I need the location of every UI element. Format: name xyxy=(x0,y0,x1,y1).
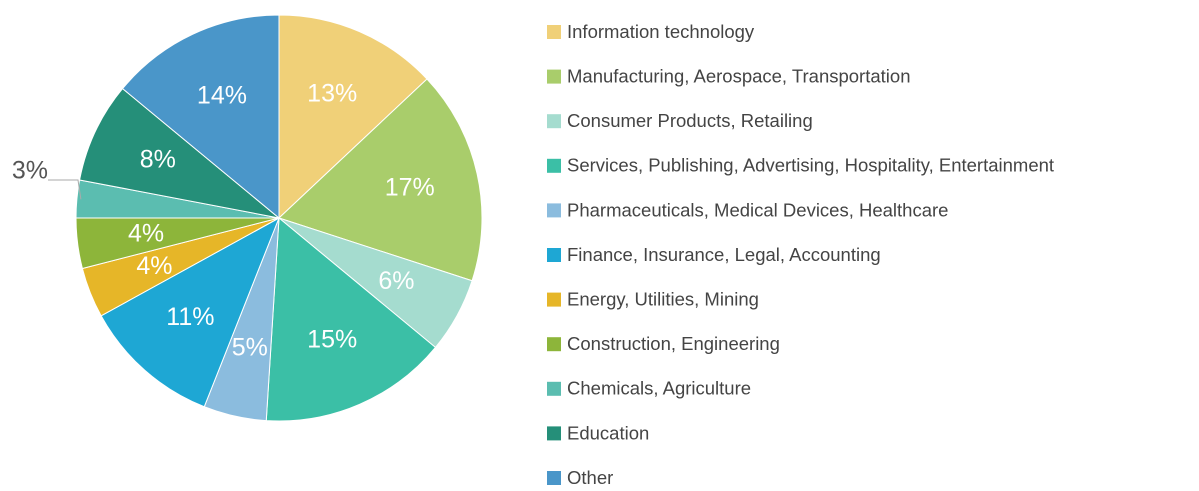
legend-label: Construction, Engineering xyxy=(567,333,780,354)
legend-swatch xyxy=(547,158,561,173)
data-label: 14% xyxy=(197,81,247,109)
pie-slice xyxy=(265,216,437,422)
legend-label: Information technology xyxy=(567,21,755,42)
legend-swatch xyxy=(547,337,561,352)
data-label: 13% xyxy=(307,80,357,108)
legend-swatch xyxy=(547,292,561,307)
legend-label: Energy, Utilities, Mining xyxy=(567,288,759,309)
legend-swatch xyxy=(547,203,561,218)
data-label: 17% xyxy=(385,173,435,201)
legend-swatch xyxy=(547,381,561,396)
legend-label: Other xyxy=(567,467,613,488)
legend-swatch xyxy=(547,69,561,84)
legend-label: Pharmaceuticals, Medical Devices, Health… xyxy=(567,199,948,220)
data-label: 3% xyxy=(12,157,48,185)
data-label: 4% xyxy=(128,219,164,247)
legend-label: Chemicals, Agriculture xyxy=(567,378,751,399)
data-label: 11% xyxy=(166,303,214,331)
pie-slice xyxy=(278,78,483,282)
data-label: 15% xyxy=(307,326,357,354)
legend-swatch xyxy=(547,248,561,262)
pie-slice xyxy=(79,87,280,219)
legend-swatch xyxy=(547,114,561,129)
data-label: 8% xyxy=(140,146,176,174)
legend-label: Consumer Products, Retailing xyxy=(567,110,813,131)
leader-line xyxy=(48,179,82,200)
legend-label: Finance, Insurance, Legal, Accounting xyxy=(567,244,881,265)
pie-slice xyxy=(100,216,280,408)
legend-swatch xyxy=(547,426,561,441)
data-label: 6% xyxy=(378,267,414,295)
data-label: 4% xyxy=(136,252,172,280)
pie-slice xyxy=(121,14,280,220)
legend-label: Manufacturing, Aerospace, Transportation xyxy=(567,65,910,86)
data-label: 5% xyxy=(232,333,268,361)
pie-slice xyxy=(278,14,428,220)
legend-label: Education xyxy=(567,422,649,443)
legend-label: Services, Publishing, Advertising, Hospi… xyxy=(567,155,1054,176)
legend-swatch xyxy=(547,471,561,485)
legend-swatch xyxy=(547,25,561,39)
